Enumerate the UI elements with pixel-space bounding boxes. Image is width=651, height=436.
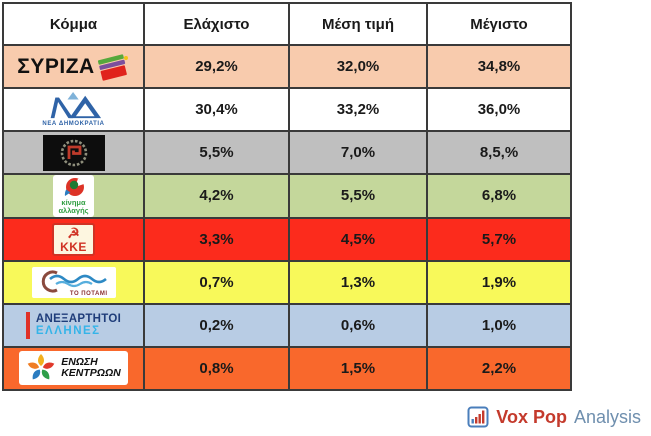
- party-cell: ΑΝΕΞΑΡΤΗΤΟΙ ΕΛΛΗΝΕΣ: [2, 302, 145, 348]
- party-cell: ☭ ΚΚΕ: [2, 216, 145, 262]
- kinima-allagis-flower-icon: [64, 178, 84, 196]
- table-row-anexartitoi-ellines: ΑΝΕΞΑΡΤΗΤΟΙ ΕΛΛΗΝΕΣ 0,2% 0,6% 1,0%: [2, 302, 572, 348]
- anel-logo-text-line2: ΕΛΛΗΝΕΣ: [35, 325, 101, 337]
- kke-logo-text: ΚΚΕ: [60, 239, 87, 254]
- syriza-logo: ΣΥΡΙΖΑ: [17, 53, 129, 81]
- table-row-enosi-kentroon: ΕΝΩΣΗ ΚΕΝΤΡΩΩΝ 0,8% 1,5% 2,2%: [2, 345, 572, 391]
- mean-cell: 32,0%: [288, 44, 428, 89]
- table-row-to-potami: ΤΟ ΠΟΤΑΜΙ 0,7% 1,3% 1,9%: [2, 259, 572, 305]
- anexartitoi-ellines-logo: ΑΝΕΞΑΡΤΗΤΟΙ ΕΛΛΗΝΕΣ: [25, 311, 122, 339]
- brand-text-analysis: Analysis: [573, 406, 641, 427]
- max-cell: 5,7%: [426, 216, 572, 262]
- header-row: Κόμμα Ελάχιστο Μέση τιμή Μέγιστο: [2, 2, 572, 46]
- party-cell: ΤΟ ΠΟΤΑΜΙ: [2, 259, 145, 305]
- to-potami-river-icon: [41, 270, 107, 292]
- table-row-kinima-allagis: κίνημα αλλαγής 4,2% 5,5% 6,8%: [2, 173, 572, 219]
- hammer-sickle-icon: ☭: [67, 224, 80, 241]
- kinima-allagis-logo-text-line2: αλλαγής: [58, 206, 89, 216]
- header-min: Ελάχιστο: [143, 2, 290, 46]
- table-row-golden-dawn: 5,5% 7,0% 8,5,%: [2, 130, 572, 175]
- party-cell: [2, 130, 145, 175]
- min-cell: 0,8%: [143, 345, 290, 391]
- min-cell: 5,5%: [143, 130, 290, 175]
- kke-logo: ☭ ΚΚΕ: [52, 222, 95, 256]
- nea-dimokratia-icon: [50, 92, 101, 119]
- party-cell: ΣΥΡΙΖΑ: [2, 44, 145, 89]
- mean-cell: 5,5%: [288, 173, 428, 219]
- min-cell: 3,3%: [143, 216, 290, 262]
- max-cell: 1,9%: [426, 259, 572, 305]
- bar-chart-icon: [467, 406, 489, 428]
- min-cell: 30,4%: [143, 87, 290, 132]
- nea-dimokratia-logo: ΝΕΑ ΔΗΜΟΚΡΑΤΙΑ: [42, 92, 104, 127]
- golden-dawn-meander-icon: [60, 139, 87, 166]
- mean-cell: 33,2%: [288, 87, 428, 132]
- mean-cell: 1,5%: [288, 345, 428, 391]
- table-row-kke: ☭ ΚΚΕ 3,3% 4,5% 5,7%: [2, 216, 572, 262]
- poll-table: Κόμμα Ελάχιστο Μέση τιμή Μέγιστο ΣΥΡΙΖΑ: [2, 2, 572, 391]
- enosi-kentroon-star-icon: [27, 354, 55, 380]
- max-cell: 8,5,%: [426, 130, 572, 175]
- vox-pop-analysis-brand: Vox Pop Analysis: [467, 406, 641, 428]
- max-cell: 1,0%: [426, 302, 572, 348]
- enosi-kentroon-logo-text-line2: ΚΕΝΤΡΩΩΝ: [61, 367, 121, 379]
- enosi-kentroon-logo: ΕΝΩΣΗ ΚΕΝΤΡΩΩΝ: [19, 351, 128, 385]
- anel-red-bar-icon: [25, 311, 30, 339]
- party-cell: ΝΕΑ ΔΗΜΟΚΡΑΤΙΑ: [2, 87, 145, 132]
- party-cell: ΕΝΩΣΗ ΚΕΝΤΡΩΩΝ: [2, 345, 145, 391]
- syriza-flag-icon: [97, 53, 128, 81]
- mean-cell: 1,3%: [288, 259, 428, 305]
- max-cell: 2,2%: [426, 345, 572, 391]
- min-cell: 0,7%: [143, 259, 290, 305]
- golden-dawn-logo: [42, 134, 105, 171]
- kinima-allagis-logo: κίνημα αλλαγής: [53, 175, 94, 217]
- brand-text-vox-pop: Vox Pop: [496, 406, 567, 427]
- anel-logo-text-line1: ΑΝΕΞΑΡΤΗΤΟΙ: [35, 312, 122, 325]
- table-row-nea-dimokratia: ΝΕΑ ΔΗΜΟΚΡΑΤΙΑ 30,4% 33,2% 36,0%: [2, 87, 572, 132]
- header-max: Μέγιστο: [426, 2, 572, 46]
- party-cell: κίνημα αλλαγής: [2, 173, 145, 219]
- syriza-logo-text: ΣΥΡΙΖΑ: [17, 54, 95, 78]
- max-cell: 6,8%: [426, 173, 572, 219]
- nea-dimokratia-logo-text: ΝΕΑ ΔΗΜΟΚΡΑΤΙΑ: [42, 121, 105, 127]
- header-party: Κόμμα: [2, 2, 145, 46]
- max-cell: 36,0%: [426, 87, 572, 132]
- header-mean: Μέση τιμή: [288, 2, 428, 46]
- kinima-allagis-logo-text-line1: κίνημα: [61, 198, 86, 207]
- to-potami-logo-text: ΤΟ ΠΟΤΑΜΙ: [69, 290, 108, 297]
- max-cell: 34,8%: [426, 44, 572, 89]
- min-cell: 4,2%: [143, 173, 290, 219]
- mean-cell: 0,6%: [288, 302, 428, 348]
- mean-cell: 4,5%: [288, 216, 428, 262]
- to-potami-logo: ΤΟ ΠΟΤΑΜΙ: [31, 266, 116, 298]
- table-row-syriza: ΣΥΡΙΖΑ 29,2% 32,0% 34,8%: [2, 44, 572, 89]
- min-cell: 0,2%: [143, 302, 290, 348]
- min-cell: 29,2%: [143, 44, 290, 89]
- enosi-kentroon-logo-text-line1: ΕΝΩΣΗ: [61, 355, 98, 368]
- mean-cell: 7,0%: [288, 130, 428, 175]
